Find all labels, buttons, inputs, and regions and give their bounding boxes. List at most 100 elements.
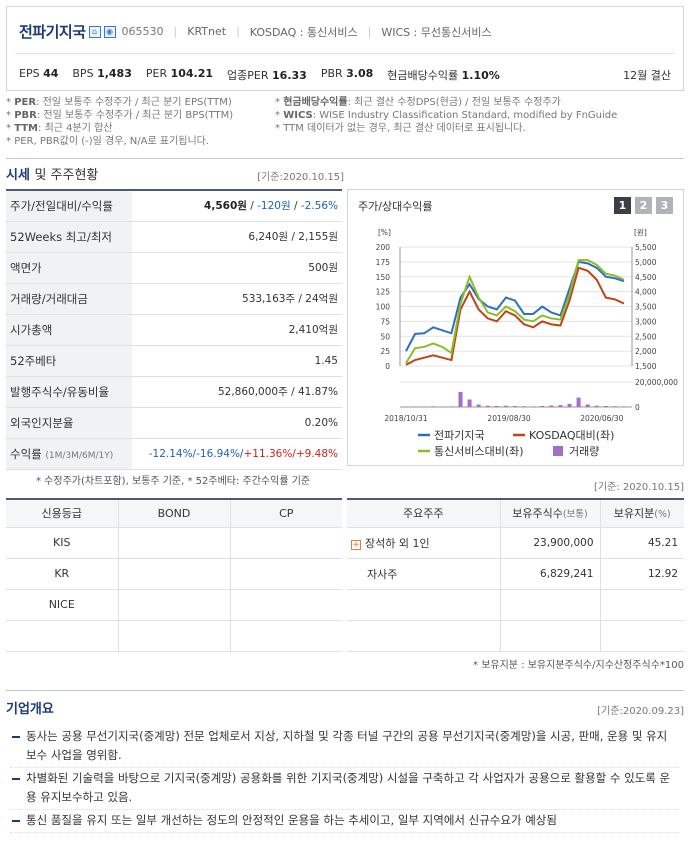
col-pct: 보유지분(%) (600, 499, 684, 528)
volume-bar (549, 405, 554, 407)
note-dividend: * 현금배당수익률: 최근 결산 수정DPS(현금) / 전일 보통주 수정주가 (275, 97, 561, 108)
overview-title: 기업개요 (6, 702, 54, 717)
volume-bar (522, 406, 527, 407)
row-value: 1.45 (132, 345, 342, 377)
price-chart: [%] [원] 200 175 150 125 100 75 50 25 0 5,500 5,000 4,… (376, 228, 678, 458)
volume-bar (413, 406, 418, 407)
volume-bar (567, 403, 572, 407)
volume-bar (449, 406, 454, 407)
right-tick-label: 5,000 (635, 258, 657, 267)
row-value: 500원 (132, 252, 342, 284)
cp-cell (230, 620, 342, 652)
col-holder: 주요주주 (347, 499, 501, 528)
table-row: NICE (6, 589, 342, 621)
holder-pct: 12.92 (600, 558, 684, 590)
metrics-row: EPS 44 BPS 1,483 PER 104.21 업종PER 16.33 … (19, 67, 514, 83)
volume-bar (576, 397, 581, 407)
volume-bar (494, 406, 499, 407)
major-holders-table: 주요주주 보유주식수(보통) 보유지분(%) + 장석하 외 1인 23,900,… (347, 498, 684, 652)
legend-label: 전파기지국 (434, 429, 485, 442)
row-value: 52,860,000주 / 41.87% (132, 376, 342, 408)
volume-bar (531, 406, 536, 407)
volume-tick-label: 0 (635, 403, 640, 412)
agency-cell: NICE (6, 589, 119, 621)
volume-bar (422, 406, 427, 408)
chart-page-2[interactable]: 2 (635, 197, 652, 214)
holder-pct: 45.21 (600, 527, 684, 559)
metric-per: PER 104.21 (145, 67, 214, 80)
row-value: 0.20% (132, 407, 342, 439)
volume-bar (476, 404, 481, 407)
table-row (6, 620, 342, 652)
table-header-row: 신용등급 BOND CP (6, 499, 342, 528)
right-tick-label: 3,000 (635, 317, 657, 326)
table-row: KR (6, 558, 342, 590)
metric-eps: EPS 44 (19, 67, 59, 80)
table-row: 52주베타 1.45 (6, 345, 342, 377)
row-label: 액면가 (6, 252, 132, 284)
agency-cell: KIS (6, 527, 119, 559)
left-tick-label: 50 (380, 332, 390, 341)
holder-name (347, 620, 501, 652)
chart-page-1[interactable]: 1 (614, 197, 631, 214)
row-value: 6,240원 / 2,155원 (132, 221, 342, 253)
table-row (347, 620, 684, 652)
bond-cell (118, 589, 231, 621)
metric-pbr: PBR 3.08 (320, 67, 374, 80)
x-tick-label: 2020/06/30 (580, 414, 623, 423)
holder-pct (600, 589, 684, 621)
holder-pct (600, 620, 684, 652)
holders-date: [기준: 2020.10.15] (593, 482, 684, 493)
row-label: 수익률 (1M/3M/6M/1Y) (6, 438, 132, 470)
expand-icon[interactable]: + (351, 539, 361, 550)
table-row: 주가/전일대비/수익률 4,560원 / -120원 / -2.56% (6, 190, 342, 222)
bond-cell (118, 527, 231, 559)
holder-name[interactable]: + 장석하 외 1인 (347, 527, 501, 559)
row-label: 52Weeks 최고/최저 (6, 221, 132, 253)
holders-footnote: * 보유지분 : 보유지분주식수/지수산정주식수*100 (473, 660, 684, 671)
table-row: 액면가 500원 (6, 252, 342, 284)
right-tick-label: 2,000 (635, 347, 657, 356)
series-line (405, 266, 625, 366)
price-section-date: [기준:2020.10.15] (257, 172, 344, 183)
chart-title: 주가/상대수익률 (358, 200, 433, 213)
row-label: 발행주식수/유동비율 (6, 376, 132, 408)
home-icon[interactable]: ⌂ (88, 25, 101, 38)
chart-page-3[interactable]: 3 (656, 197, 673, 214)
left-tick-label: 125 (376, 288, 391, 297)
col-bond: BOND (118, 499, 231, 528)
note-ttm: * TTM: 최근 4분기 합산 (6, 123, 113, 134)
row-label: 주가/전일대비/수익률 (6, 190, 132, 222)
row-label: 외국인지분율 (6, 407, 132, 439)
series-line (405, 259, 625, 364)
volume-bar (594, 405, 599, 407)
volume-bar (558, 405, 563, 407)
table-row: 52Weeks 최고/최저 6,240원 / 2,155원 (6, 221, 342, 253)
price-section-title: 시세 및 주주현황 (6, 168, 99, 183)
table-row: 수익률 (1M/3M/6M/1Y) -12.14%/-16.94%/+11.36… (6, 438, 342, 470)
notes-right: * 현금배당수익률: 최근 결산 수정DPS(현금) / 전일 보통주 수정주가… (275, 96, 617, 135)
table-row: 발행주식수/유동비율 52,860,000주 / 41.87% (6, 376, 342, 408)
wics-label: WICS : 무선통신서비스 (381, 25, 492, 39)
metric-bps: BPS 1,483 (72, 67, 132, 80)
volume-bar (467, 399, 472, 407)
list-item: 통신 품질을 유지 또는 일부 개선하는 정도의 안정적인 운용을 하는 추세이… (10, 811, 680, 833)
holder-shares (500, 589, 601, 621)
volume-tick-label: 20,000,000 (635, 378, 678, 387)
cp-cell (230, 527, 342, 559)
overview-date: [기준:2020.09.23] (597, 706, 684, 717)
homepage-icon[interactable]: ◉ (103, 25, 116, 38)
series-line (405, 260, 625, 352)
cp-cell (230, 589, 342, 621)
left-tick-label: 75 (380, 317, 390, 326)
table-row: + 장석하 외 1인 23,900,000 45.21 (347, 527, 684, 559)
metric-dividend-yield: 현금배당수익률 1.10% (387, 69, 500, 82)
note-per: * PER: 전일 보통주 수정주가 / 최근 분기 EPS(TTM) (6, 97, 232, 108)
left-tick-label: 25 (380, 347, 390, 356)
overview-list: 동사는 공용 무선기지국(중계망) 전문 업체로서 지상, 지하철 및 각종 터… (10, 727, 680, 834)
overview-divider (6, 690, 684, 691)
right-tick-label: 4,000 (635, 288, 657, 297)
legend-label: 통신서비스대비(좌) (434, 445, 524, 458)
x-tick-label: 2019/08/30 (487, 414, 530, 423)
company-name[interactable]: 전파기지국 (19, 23, 86, 41)
